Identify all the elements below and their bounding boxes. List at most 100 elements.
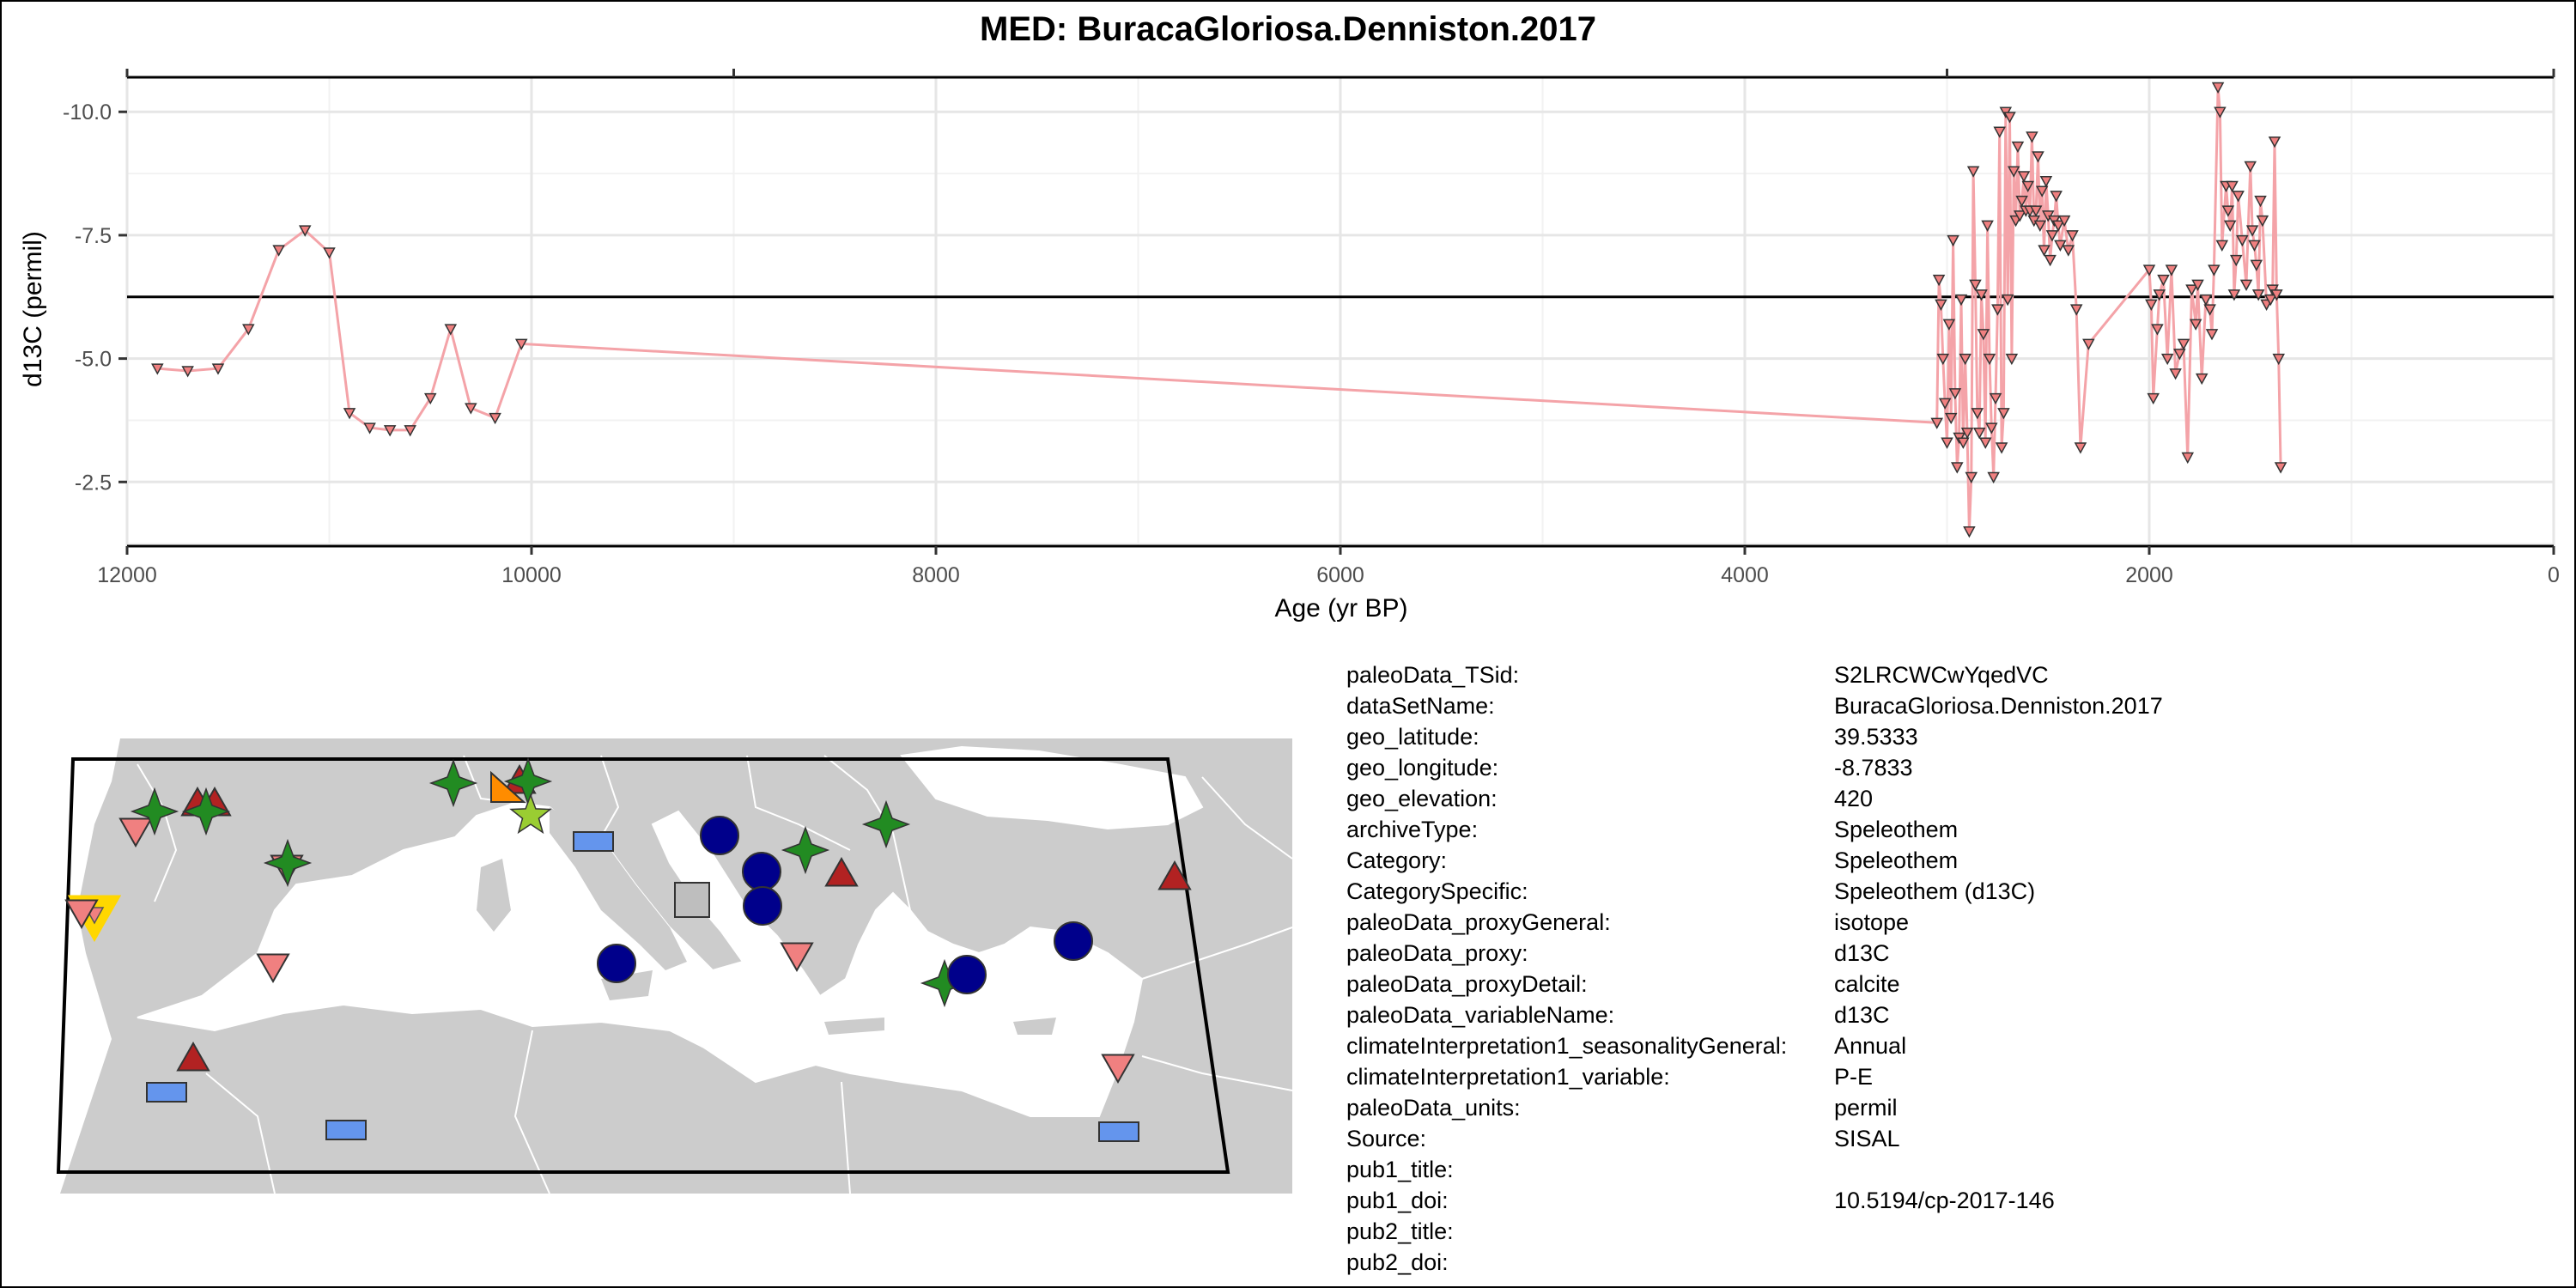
data-point (2011, 141, 2025, 154)
site-marker-circle (947, 955, 987, 994)
metadata-row: geo_longitude: -8.7833 (1346, 752, 2205, 783)
data-point (1942, 319, 1956, 331)
data-point (1972, 428, 1986, 440)
timeseries-plot: 12000 10000 8000 6000 4000 2000 0 -10.0 -7.5 -5.0… (19, 69, 2560, 623)
metadata-row: climateInterpretation1_variable: P-E (1346, 1061, 2205, 1092)
y-tick-label: -10.0 (63, 100, 112, 125)
data-point (2050, 191, 2063, 203)
data-point (2223, 220, 2237, 232)
metadata-key: Source: (1346, 1126, 1427, 1151)
data-point (2045, 230, 2059, 242)
metadata-row: pub1_title: (1346, 1154, 2205, 1185)
metadata-row: pub2_title: (1346, 1216, 2205, 1247)
data-point (1991, 304, 2004, 316)
metadata-key: paleoData_TSid: (1346, 662, 1520, 688)
x-tick-label: 0 (2548, 563, 2560, 587)
x-tick-label: 6000 (1316, 563, 1364, 587)
metadata-key: archiveType: (1346, 817, 1479, 842)
tick-labels: 12000 10000 8000 6000 4000 2000 0 -10.0 -7.5 -5.0… (63, 100, 2560, 587)
site-marker-rect (325, 1120, 367, 1140)
data-point (1971, 408, 1984, 420)
data-point (1981, 220, 1994, 232)
data-point (298, 225, 312, 237)
x-tick-label: 10000 (501, 563, 562, 587)
data-point (1960, 428, 1974, 440)
data-point (2057, 215, 2071, 228)
site-marker-star4 (861, 799, 911, 849)
y-tick-label: -5.0 (75, 348, 112, 372)
data-point (2203, 304, 2216, 316)
plot-grid (125, 77, 2555, 546)
data-point (2026, 131, 2038, 143)
metadata-key: dataSetName: (1346, 693, 1495, 719)
y-axis-label: d13C (permil) (19, 231, 47, 387)
x-tick-label: 12000 (97, 563, 157, 587)
metadata-value: d13C (1834, 940, 1890, 966)
data-point (1947, 234, 1959, 247)
data-point (1978, 437, 1992, 449)
site-marker-star4 (263, 838, 313, 888)
data-point (2232, 191, 2245, 203)
cyprus (1013, 1018, 1056, 1035)
data-point (404, 425, 416, 437)
metadata-key: paleoData_variableName: (1346, 1002, 1615, 1028)
site-marker-star4 (130, 787, 179, 836)
metadata-row: geo_elevation: 420 (1346, 783, 2205, 814)
data-point (2169, 368, 2182, 380)
data-point (2205, 329, 2219, 341)
data-point (2017, 171, 2031, 183)
data-point (2185, 284, 2198, 296)
data-point (2029, 205, 2043, 217)
data-point (2147, 392, 2160, 405)
data-point (2191, 279, 2204, 291)
data-point (1963, 526, 1976, 538)
data-point (2270, 289, 2283, 301)
data-point (383, 425, 397, 437)
metadata-key: CategorySpecific: (1346, 878, 1528, 904)
data-point (2239, 279, 2253, 291)
data-point (2214, 106, 2227, 118)
site-marker-circle (1054, 921, 1093, 961)
metadata-row: climateInterpretation1_seasonalityGenera… (1346, 1030, 2205, 1061)
data-point (1987, 471, 2000, 484)
x-tick-label: 2000 (2125, 563, 2173, 587)
data-point (2157, 274, 2170, 287)
metadata-key: Category: (1346, 848, 1448, 873)
map-frame (56, 757, 1230, 1174)
data-point (2268, 136, 2281, 149)
plot-axes (118, 69, 2555, 555)
data-point (2177, 338, 2190, 350)
data-point (1936, 353, 1950, 366)
metadata-value: 10.5194/cp-2017-146 (1834, 1188, 2055, 1213)
data-point (2195, 373, 2208, 386)
metadata-row: archiveType: Speleothem (1346, 814, 2205, 845)
data-point (1938, 398, 1952, 410)
metadata-value: d13C (1834, 1002, 1890, 1028)
data-point (2215, 240, 2229, 252)
black-sea (900, 745, 1204, 830)
metadata-value: P-E (1834, 1064, 1874, 1090)
data-point (2181, 452, 2195, 465)
data-point (2221, 205, 2235, 217)
data-point (2145, 299, 2158, 311)
data-point (2226, 180, 2239, 193)
data-point (2032, 151, 2044, 163)
crete (824, 1018, 884, 1035)
data-point (1965, 471, 1978, 484)
metadata-value: Speleothem (1834, 848, 1959, 873)
data-point (2208, 264, 2221, 276)
metadata-value: BuracaGloriosa.Denniston.2017 (1834, 693, 2163, 719)
data-point (1983, 353, 1996, 366)
metadata-key: pub2_title: (1346, 1218, 1454, 1244)
metadata-key: pub1_title: (1346, 1157, 1454, 1182)
data-point (2062, 245, 2075, 257)
site-marker-star4 (781, 825, 830, 875)
metadata-value: 39.5333 (1834, 724, 1918, 750)
metadata-key: geo_elevation: (1346, 786, 1498, 811)
data-point (2151, 324, 2164, 336)
map-land (52, 738, 1293, 1194)
data-point (363, 422, 376, 434)
site-marker-triangle-down (780, 942, 814, 973)
site-marker-star4 (181, 787, 231, 836)
